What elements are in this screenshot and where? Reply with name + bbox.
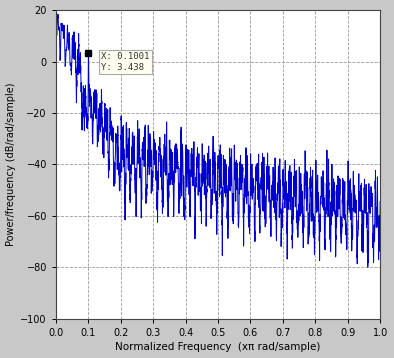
Text: X: 0.1001
Y: 3.438: X: 0.1001 Y: 3.438 <box>101 52 150 72</box>
X-axis label: Normalized Frequency  (xπ rad/sample): Normalized Frequency (xπ rad/sample) <box>115 342 321 352</box>
Y-axis label: Power/frequency (dB/rad/sample): Power/frequency (dB/rad/sample) <box>6 83 16 246</box>
